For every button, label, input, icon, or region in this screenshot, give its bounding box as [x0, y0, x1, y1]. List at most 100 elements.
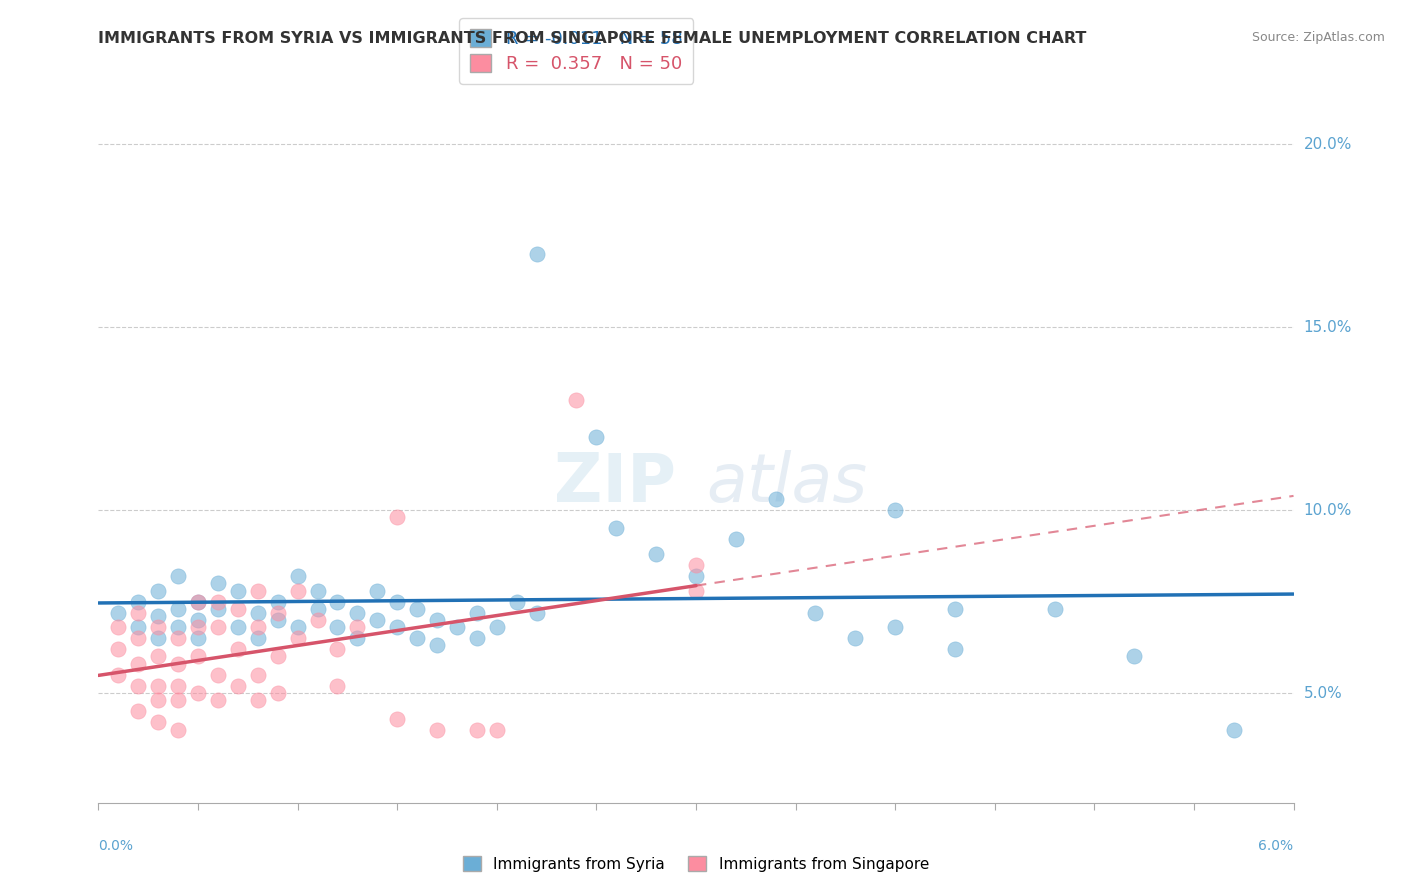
Point	[207, 594, 229, 608]
Point	[307, 583, 329, 598]
Point	[267, 606, 290, 620]
Point	[884, 503, 907, 517]
Point	[485, 723, 508, 737]
Point	[326, 594, 349, 608]
Point	[385, 620, 409, 634]
Point	[187, 620, 209, 634]
Point	[246, 606, 269, 620]
Point	[287, 569, 309, 583]
Point	[127, 606, 149, 620]
Point	[226, 679, 249, 693]
Point	[107, 606, 129, 620]
Point	[246, 693, 269, 707]
Text: 10.0%: 10.0%	[1303, 502, 1351, 517]
Point	[326, 642, 349, 657]
Point	[226, 602, 249, 616]
Point	[287, 631, 309, 645]
Point	[605, 521, 627, 535]
Point	[385, 510, 409, 524]
Legend: Immigrants from Syria, Immigrants from Singapore: Immigrants from Syria, Immigrants from S…	[457, 850, 935, 878]
Point	[127, 631, 149, 645]
Point	[207, 576, 229, 591]
Point	[167, 679, 190, 693]
Point	[366, 613, 388, 627]
Point	[426, 723, 449, 737]
Point	[107, 667, 129, 681]
Point	[346, 606, 368, 620]
Point	[148, 715, 170, 730]
Point	[107, 620, 129, 634]
Point	[724, 533, 747, 547]
Point	[426, 639, 449, 653]
Point	[307, 613, 329, 627]
Point	[187, 594, 209, 608]
Point	[207, 620, 229, 634]
Text: 0.0%: 0.0%	[98, 839, 134, 854]
Point	[127, 679, 149, 693]
Point	[287, 620, 309, 634]
Point	[685, 583, 707, 598]
Point	[167, 620, 190, 634]
Point	[107, 642, 129, 657]
Point	[246, 667, 269, 681]
Point	[385, 594, 409, 608]
Point	[366, 583, 388, 598]
Point	[187, 649, 209, 664]
Point	[246, 631, 269, 645]
Point	[167, 723, 190, 737]
Point	[465, 606, 488, 620]
Point	[943, 642, 966, 657]
Point	[406, 631, 429, 645]
Point	[804, 606, 827, 620]
Point	[446, 620, 468, 634]
Text: 15.0%: 15.0%	[1303, 319, 1351, 334]
Point	[148, 649, 170, 664]
Point	[148, 631, 170, 645]
Point	[943, 602, 966, 616]
Point	[127, 620, 149, 634]
Point	[267, 594, 290, 608]
Point	[148, 583, 170, 598]
Point	[765, 491, 787, 506]
Point	[207, 602, 229, 616]
Point	[307, 602, 329, 616]
Point	[685, 558, 707, 572]
Point	[844, 631, 866, 645]
Text: Source: ZipAtlas.com: Source: ZipAtlas.com	[1251, 31, 1385, 45]
Text: 20.0%: 20.0%	[1303, 136, 1351, 152]
Point	[167, 693, 190, 707]
Point	[1123, 649, 1146, 664]
Point	[148, 679, 170, 693]
Point	[1223, 723, 1246, 737]
Text: 6.0%: 6.0%	[1258, 839, 1294, 854]
Point	[148, 693, 170, 707]
Point	[485, 620, 508, 634]
Point	[187, 594, 209, 608]
Point	[267, 649, 290, 664]
Text: atlas: atlas	[706, 450, 868, 516]
Point	[406, 602, 429, 616]
Point	[326, 679, 349, 693]
Point	[506, 594, 529, 608]
Point	[585, 430, 607, 444]
Point	[167, 602, 190, 616]
Point	[187, 631, 209, 645]
Point	[207, 693, 229, 707]
Text: ZIP: ZIP	[554, 450, 676, 516]
Point	[226, 583, 249, 598]
Point	[187, 613, 209, 627]
Point	[226, 642, 249, 657]
Point	[884, 620, 907, 634]
Text: IMMIGRANTS FROM SYRIA VS IMMIGRANTS FROM SINGAPORE FEMALE UNEMPLOYMENT CORRELATI: IMMIGRANTS FROM SYRIA VS IMMIGRANTS FROM…	[98, 31, 1087, 46]
Point	[326, 620, 349, 634]
Point	[346, 620, 368, 634]
Point	[207, 667, 229, 681]
Point	[346, 631, 368, 645]
Point	[226, 620, 249, 634]
Point	[127, 594, 149, 608]
Point	[148, 609, 170, 624]
Point	[385, 712, 409, 726]
Text: 5.0%: 5.0%	[1303, 686, 1343, 700]
Point	[187, 686, 209, 700]
Point	[267, 613, 290, 627]
